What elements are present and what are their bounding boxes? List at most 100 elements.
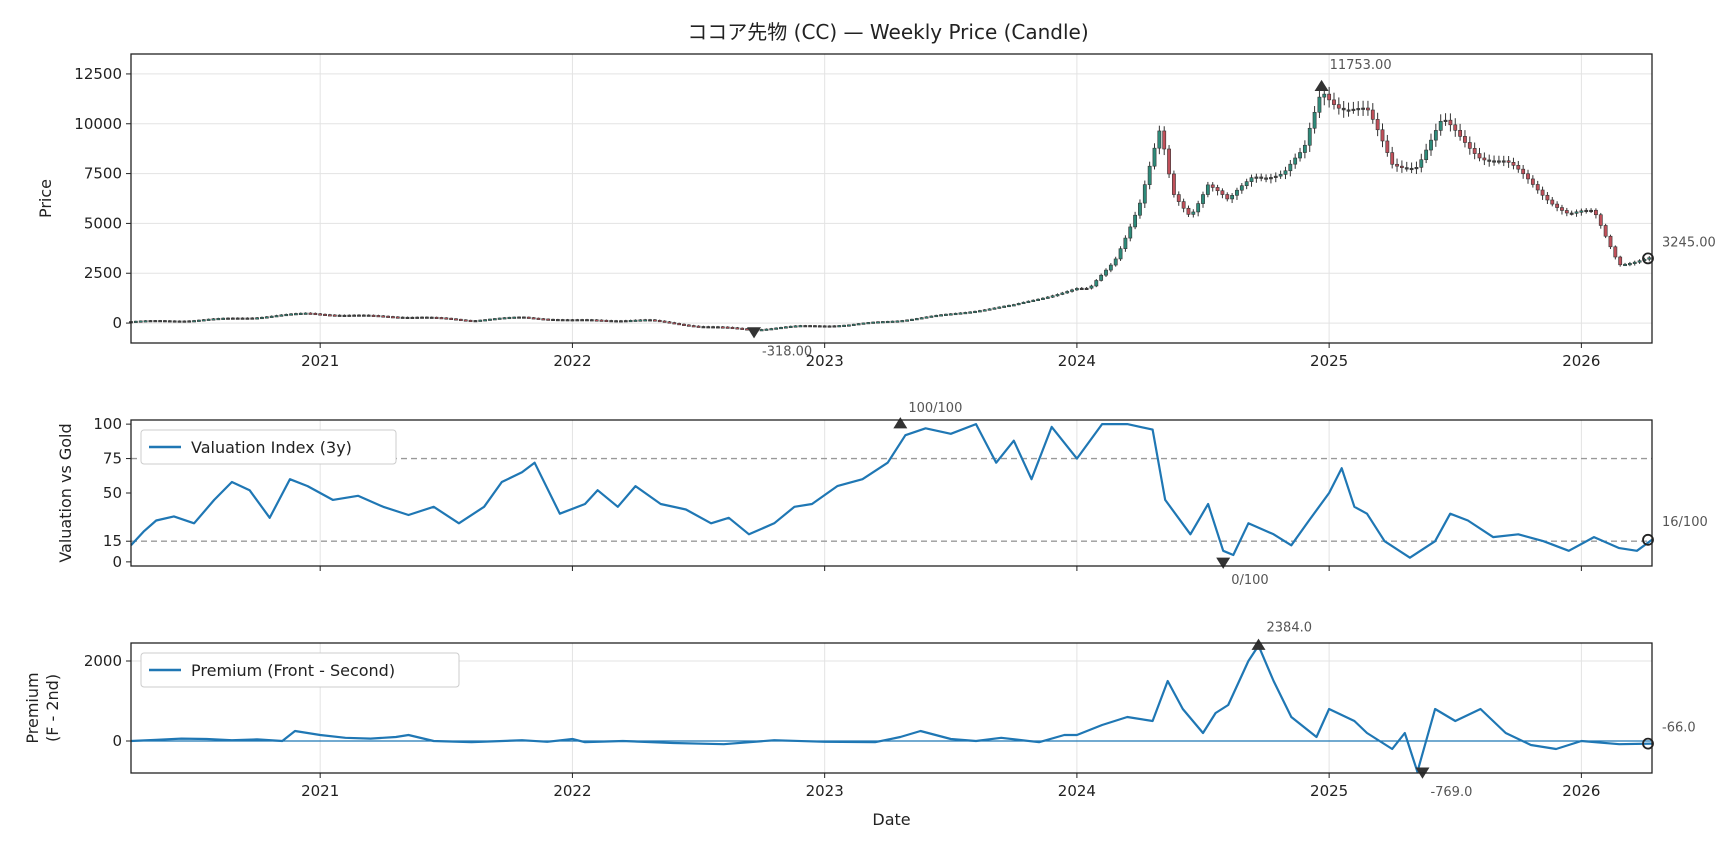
- candle-body: [264, 316, 269, 319]
- candle-body: [337, 314, 342, 317]
- candle-body: [1506, 160, 1511, 163]
- candle-body: [1327, 93, 1332, 101]
- candle-body: [1375, 119, 1380, 131]
- candle-body: [1623, 263, 1627, 267]
- candle-body: [1467, 142, 1472, 149]
- candle-body: [1244, 181, 1249, 187]
- valuation-last-label: 16/100: [1662, 515, 1708, 530]
- candle-body: [1065, 291, 1070, 294]
- candle-body: [580, 319, 585, 322]
- candle-body: [914, 318, 919, 321]
- candle-body: [764, 328, 769, 331]
- candle-body: [1463, 136, 1467, 143]
- candle-body: [1458, 130, 1463, 137]
- candle-body: [1317, 96, 1322, 113]
- price-gridlines: [131, 54, 1652, 343]
- candle-body: [1579, 210, 1584, 213]
- candle-body: [177, 320, 182, 323]
- candle-body: [783, 326, 788, 329]
- candle-body: [628, 319, 633, 323]
- candle-body: [357, 314, 361, 317]
- candle-body: [1608, 235, 1613, 248]
- price-x-tick-labels: 2021 2022 2023 2024 2025 2026: [301, 343, 1600, 370]
- candle-body: [492, 318, 497, 321]
- valuation-legend-label: Valuation Index (3y): [191, 438, 352, 457]
- candle-body: [599, 319, 604, 322]
- candle-body: [1521, 168, 1526, 175]
- candle-body: [948, 313, 953, 316]
- candle-body: [250, 317, 255, 320]
- candle-body: [817, 325, 822, 328]
- candle-body: [614, 320, 618, 323]
- candle-body: [172, 320, 177, 323]
- candle-body: [623, 320, 628, 323]
- valuation-legend-box: [140, 429, 397, 465]
- candle-body: [235, 317, 240, 320]
- candle-body: [832, 325, 837, 328]
- candle-body: [594, 319, 599, 322]
- candle-body: [1366, 107, 1370, 111]
- candle-body: [1104, 269, 1108, 276]
- candle-body: [1632, 261, 1637, 264]
- candle-body: [1438, 120, 1443, 131]
- x-tick-label-2023: 2023: [806, 782, 844, 800]
- premium-axes-frame: [130, 642, 1653, 774]
- candle-body: [851, 323, 856, 326]
- candle-body: [274, 315, 279, 318]
- candle-body: [968, 311, 973, 314]
- candle-body: [308, 312, 313, 315]
- candle-body: [1273, 175, 1278, 178]
- candle-body: [706, 326, 711, 329]
- candle-body: [1210, 184, 1215, 188]
- price-max-marker: [1314, 79, 1329, 92]
- candle-body: [958, 312, 963, 315]
- candle-body: [686, 324, 691, 327]
- candle-body: [449, 317, 454, 320]
- candle-body: [842, 324, 846, 327]
- candle-body: [230, 317, 235, 320]
- candle-body: [1380, 129, 1385, 142]
- candle-body: [541, 318, 546, 321]
- candle-body: [1598, 214, 1603, 226]
- candle-body: [1074, 288, 1079, 291]
- candle-body: [1191, 211, 1196, 215]
- candle-body: [206, 318, 211, 321]
- candle-body: [361, 314, 366, 317]
- price-annotations: 11753.00 -318.00 3245.00: [747, 58, 1716, 359]
- candle-body: [1341, 107, 1346, 111]
- candle-body: [332, 314, 337, 317]
- candle-body: [1152, 147, 1157, 167]
- candle-body: [1429, 139, 1433, 151]
- candle-body: [1094, 280, 1099, 287]
- candle-body: [774, 327, 779, 330]
- candle-body: [1293, 157, 1298, 165]
- candle-body: [662, 320, 667, 323]
- valuation-min-marker: [1216, 557, 1231, 569]
- candle-body: [885, 320, 890, 324]
- candle-body: [497, 317, 502, 320]
- candle-body: [1201, 194, 1205, 204]
- y-tick-label-100: 100: [93, 415, 122, 433]
- candle-body: [876, 321, 880, 324]
- candle-body: [1390, 152, 1395, 165]
- candle-body: [1138, 202, 1142, 216]
- candle-body: [1264, 177, 1268, 180]
- candle-body: [924, 316, 929, 319]
- candle-body: [434, 316, 439, 319]
- candle-body: [1482, 157, 1487, 161]
- candle-body: [847, 324, 851, 327]
- valuation-max-marker: [893, 417, 908, 429]
- candle-body: [439, 317, 444, 320]
- candle-body: [929, 315, 934, 318]
- candle-body: [1205, 184, 1210, 195]
- valuation-panel: 100/100 0/100 16/100 0 15 50 75 100 Valuatio…: [56, 401, 1708, 588]
- valuation-last-marker: [1642, 533, 1654, 546]
- candle-body: [512, 316, 517, 319]
- candle-body: [570, 319, 575, 322]
- candle-body: [327, 314, 332, 317]
- candle-body: [682, 323, 686, 326]
- candle-body: [182, 320, 187, 323]
- candle-body: [405, 316, 410, 319]
- y-tick-label-10000: 10000: [74, 115, 122, 133]
- candle-body: [211, 318, 216, 321]
